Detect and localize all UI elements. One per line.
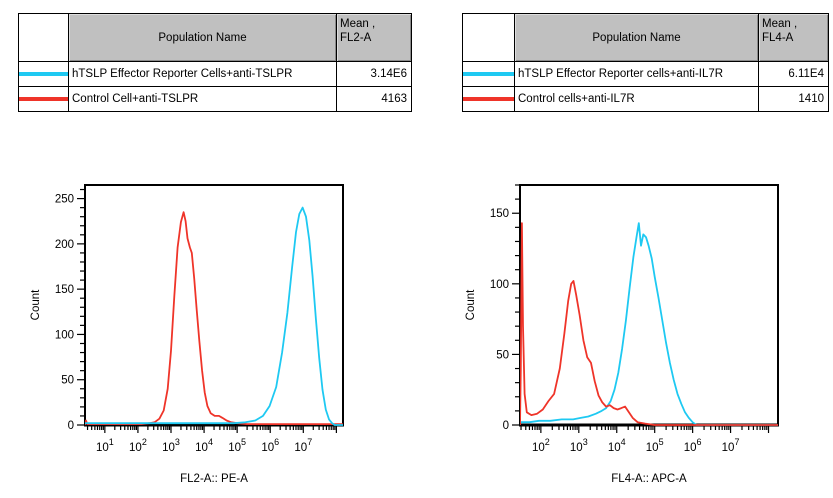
svg-text:50: 50 [496,349,509,361]
svg-text:150: 150 [55,284,74,296]
axis-tick-labels: 101 102 103 104 105 106 107 0 50 100 150 200 250 [55,194,312,454]
histogram-fl2a: 101 102 103 104 105 106 107 0 50 100 150 200 250 FL2-… [30,184,344,485]
svg-text:101: 101 [96,437,114,454]
population-name-cell: hTSLP Effector Reporter cells+anti-IL7R [514,61,758,86]
mean-value-cell: 4163 [336,86,411,111]
svg-text:102: 102 [129,437,147,454]
legend-table-fl2a: Population Name Mean , FL2-A hTSLP Effec… [18,13,412,112]
svg-text:105: 105 [646,437,664,454]
axis-ticks [77,188,337,433]
mean-value-cell: 3.14E6 [336,61,411,86]
mean-column-header: Mean , FL4-A [758,14,828,61]
legend-table-fl4a: Population Name Mean , FL4-A hTSLP Effec… [462,13,829,112]
svg-text:150: 150 [490,208,509,220]
svg-text:106: 106 [684,437,702,454]
legend-row-swatch-cell [19,86,68,111]
legend-row-swatch-cell [463,86,514,111]
mean-value-cell: 1410 [758,86,828,111]
svg-text:103: 103 [570,437,588,454]
svg-text:106: 106 [261,437,279,454]
y-axis-label: Count [30,289,42,320]
svg-text:200: 200 [55,239,74,251]
svg-text:107: 107 [294,437,312,454]
mean-value-cell: 6.11E4 [758,61,828,86]
mean-header-line2: FL4-A [762,32,794,44]
svg-text:102: 102 [532,437,550,454]
svg-text:0: 0 [68,420,74,432]
svg-text:104: 104 [608,437,626,454]
reporter-cells-swatch [19,72,68,76]
y-axis-label: Count [465,289,477,320]
axis-ticks [512,184,770,433]
legend-row-swatch-cell [463,61,514,86]
svg-text:100: 100 [490,279,509,291]
axis-tick-labels: 102 103 104 105 106 107 0 50 100 150 [490,208,740,454]
mean-header-line1: Mean , [762,18,798,30]
plot-frame [84,184,344,426]
x-axis-label: FL2-A:: PE-A [180,473,248,485]
svg-text:100: 100 [55,329,74,341]
series-curve-0 [520,222,778,426]
svg-text:104: 104 [195,437,213,454]
svg-text:0: 0 [503,420,509,432]
control-cells-swatch [463,97,514,101]
control-cells-swatch [19,97,68,101]
svg-text:103: 103 [162,437,180,454]
svg-text:50: 50 [61,375,74,387]
series-curve-1 [85,206,343,426]
population-name-cell: Control Cell+anti-TSLPR [68,86,336,111]
population-name-cell: hTSLP Effector Reporter Cells+anti-TSLPR [68,61,336,86]
mean-header-line1: Mean , [340,18,376,30]
svg-text:107: 107 [722,437,740,454]
plot-frame [519,184,779,426]
population-name-header: Population Name [68,14,336,61]
svg-text:250: 250 [55,194,74,206]
legend-row-swatch-cell [19,61,68,86]
mean-header-line2: FL2-A [340,32,372,44]
mean-column-header: Mean , FL2-A [336,14,411,61]
series-curve-1 [520,222,778,426]
population-name-cell: Control cells+anti-IL7R [514,86,758,111]
x-axis-label: FL4-A:: APC-A [611,473,687,485]
svg-text:105: 105 [228,437,246,454]
population-name-header: Population Name [514,14,758,61]
reporter-cells-swatch [463,72,514,76]
